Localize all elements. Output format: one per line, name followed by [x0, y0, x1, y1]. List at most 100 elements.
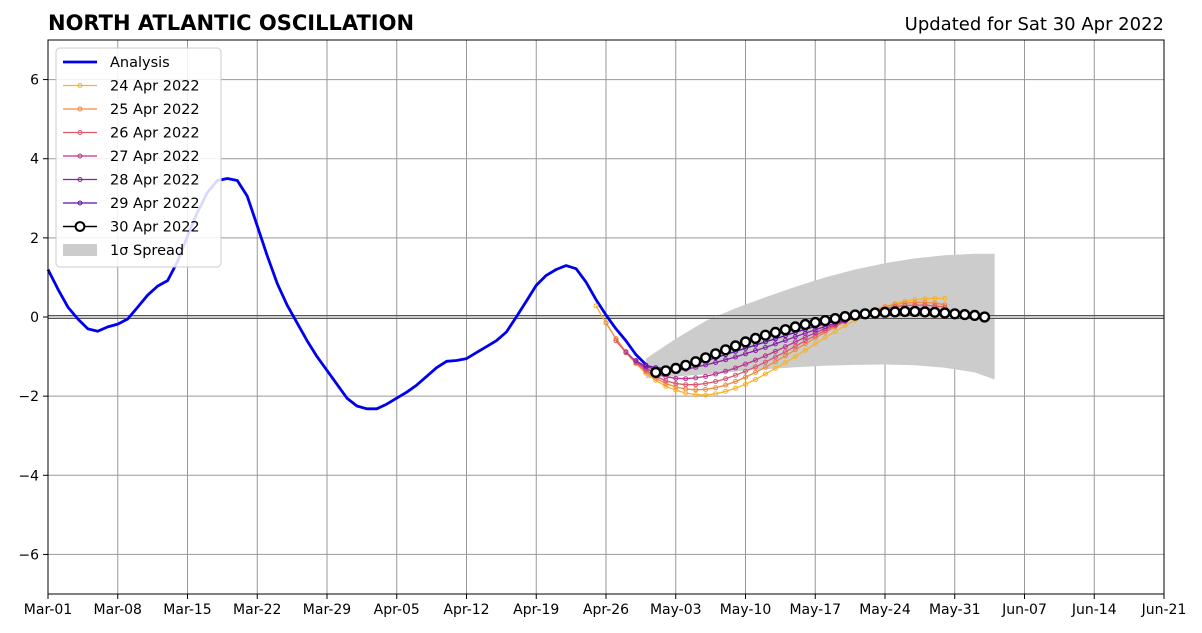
x-tick-label: Apr-12 [443, 602, 489, 618]
forecast-point [959, 309, 971, 321]
forecast-point [812, 341, 818, 347]
forecast-point [753, 369, 758, 375]
forecast-point [683, 376, 689, 382]
forecast-point [869, 307, 881, 319]
forecast-point [743, 361, 748, 367]
forecast-point [673, 387, 679, 393]
forecast-point [912, 297, 918, 303]
x-tick-label: Apr-05 [374, 602, 420, 618]
forecast-point [782, 360, 788, 365]
forecast-point [683, 382, 689, 388]
x-tick-label: Jun-07 [1001, 602, 1047, 618]
forecast-point [939, 307, 951, 319]
x-tick-label: May-17 [789, 602, 841, 618]
forecast-point [978, 311, 991, 323]
legend-handle-marker [77, 83, 83, 88]
forecast-point [663, 383, 669, 389]
forecast-point [782, 344, 788, 350]
forecast-point [703, 381, 709, 386]
legend-label: 29 Apr 2022 [110, 196, 200, 212]
forecast-point [922, 299, 928, 305]
x-tick-label: May-24 [859, 602, 911, 618]
forecast-point [719, 344, 732, 356]
y-tick-label: 0 [30, 310, 39, 326]
forecast-point [723, 368, 729, 374]
forecast-point [693, 375, 699, 381]
forecast-point [782, 337, 788, 343]
forecast-point [690, 356, 702, 368]
x-tick-label: May-31 [929, 602, 981, 618]
forecast-point [839, 311, 851, 323]
x-tick-label: Mar-08 [94, 602, 142, 618]
forecast-point [743, 351, 748, 357]
forecast-point [779, 324, 792, 336]
forecast-point [762, 359, 768, 365]
forecast-point [929, 306, 941, 318]
legend-handle-marker [77, 153, 83, 159]
x-axis-ticks: Mar-01 Mar-08 Mar-15 Mar-22 Mar-29 Apr-05 Apr-… [24, 594, 1187, 618]
forecast-point [613, 338, 619, 344]
forecast-point [703, 373, 709, 379]
forecast-point [859, 308, 871, 320]
x-tick-label: Mar-15 [163, 602, 211, 618]
forecast-point [753, 377, 758, 382]
forecast-point [799, 318, 811, 331]
legend-handle-spread [63, 244, 97, 256]
x-tick-label: Mar-29 [303, 602, 351, 618]
forecast-point [772, 341, 778, 347]
forecast-point [693, 392, 699, 398]
legend-label: Analysis [110, 55, 170, 71]
forecast-point [743, 381, 748, 387]
analysis-line [46, 177, 647, 411]
forecast-point [829, 313, 841, 325]
analysis-series [46, 177, 647, 411]
legend-label: 25 Apr 2022 [110, 102, 200, 118]
forecast-point [733, 372, 738, 378]
forecast-point [772, 348, 778, 354]
forecast-point [713, 371, 719, 377]
forecast-point [709, 348, 722, 360]
forecast-point [899, 305, 911, 318]
forecast-point [879, 306, 891, 318]
forecast-point [789, 321, 801, 333]
forecast-point [733, 365, 738, 371]
forecast-point [680, 359, 692, 371]
y-tick-label: 6 [30, 73, 39, 89]
legend-label: 27 Apr 2022 [110, 149, 200, 165]
forecast-point [713, 391, 719, 397]
legend-label: 28 Apr 2022 [110, 173, 200, 189]
forecast-point [743, 368, 748, 374]
forecast-point [802, 341, 808, 347]
forecast-point [819, 315, 831, 327]
forecast-point [693, 387, 699, 393]
x-tick-label: Apr-19 [513, 602, 559, 618]
forecast-point [782, 349, 788, 355]
forecast-point [753, 364, 758, 370]
legend-label: 30 Apr 2022 [110, 220, 200, 236]
forecast-point [713, 385, 719, 391]
x-tick-label: Jun-14 [1071, 602, 1117, 618]
forecast-point [919, 306, 931, 318]
forecast-line [615, 304, 945, 386]
forecast-point [733, 354, 738, 360]
legend: Analysis 24 Apr 2022 25 Apr 2022 26 Apr 202… [55, 47, 222, 268]
forecast-point [713, 360, 719, 365]
forecast-point [743, 374, 748, 380]
chart-title: NORTH ATLANTIC OSCILLATION [48, 11, 414, 35]
forecast-point [699, 352, 712, 364]
forecast-point [949, 308, 961, 320]
forecast-point [733, 385, 738, 391]
forecast-point [889, 306, 901, 318]
x-tick-label: Mar-01 [24, 602, 72, 618]
forecast-point [739, 336, 752, 348]
forecast-point [670, 362, 682, 375]
forecast-point [593, 303, 599, 309]
forecast-point [753, 357, 758, 363]
forecast-point [772, 359, 778, 365]
x-tick-label: Jun-21 [1141, 602, 1187, 618]
forecast-point [809, 316, 821, 329]
forecast-point [603, 320, 609, 326]
legend-handle-marker [77, 177, 83, 182]
forecast-point [792, 339, 798, 345]
